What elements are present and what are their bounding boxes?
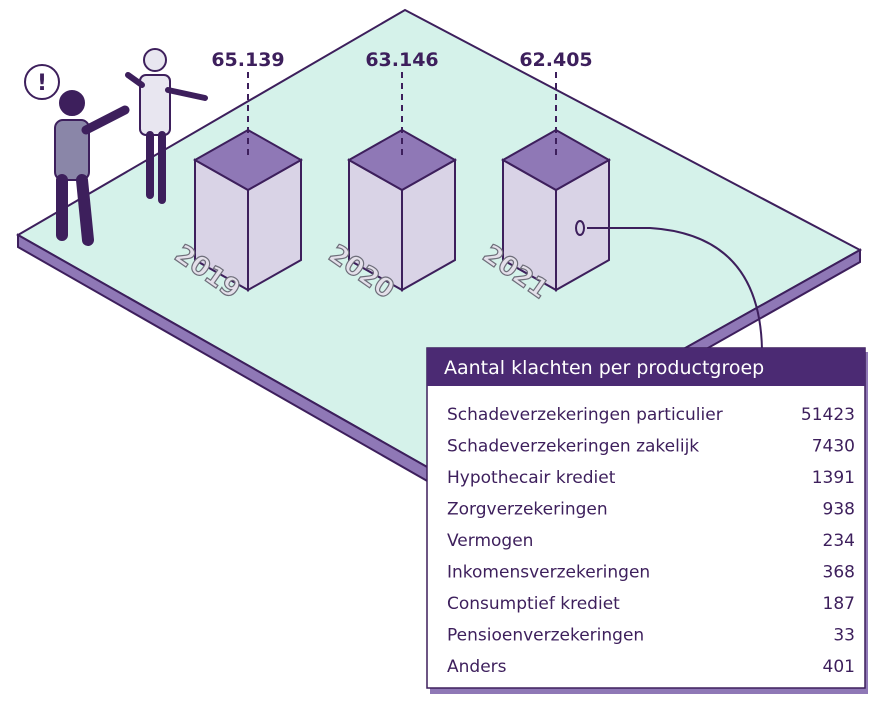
panel-title: Aantal klachten per productgroep <box>444 357 764 379</box>
row-label: Schadeverzekeringen zakelijk <box>447 437 699 457</box>
row-label: Inkomensverzekeringen <box>447 563 650 583</box>
row-value: 401 <box>823 657 855 677</box>
year-value: 62.405 <box>519 49 592 71</box>
row-label: Hypothecair krediet <box>447 468 616 488</box>
row-value: 1391 <box>812 468 855 488</box>
row-label: Vermogen <box>447 531 533 551</box>
row-value: 187 <box>823 594 855 614</box>
row-label: Anders <box>447 657 507 677</box>
row-value: 33 <box>833 626 855 646</box>
row-label: Schadeverzekeringen particulier <box>447 405 723 425</box>
row-label: Pensioenverzekeringen <box>447 626 644 646</box>
row-value: 7430 <box>812 437 855 457</box>
row-value: 938 <box>823 500 855 520</box>
row-value: 51423 <box>801 405 855 425</box>
row-label: Zorgverzekeringen <box>447 500 608 520</box>
year-value: 65.139 <box>211 49 284 71</box>
row-value: 368 <box>823 563 855 583</box>
row-label: Consumptief krediet <box>447 594 620 614</box>
alert-text: ! <box>37 71 47 96</box>
year-value: 63.146 <box>365 49 438 71</box>
row-value: 234 <box>823 531 855 551</box>
infographic: ! 65.139201963.146202062.4052021 Aantal … <box>0 0 872 702</box>
